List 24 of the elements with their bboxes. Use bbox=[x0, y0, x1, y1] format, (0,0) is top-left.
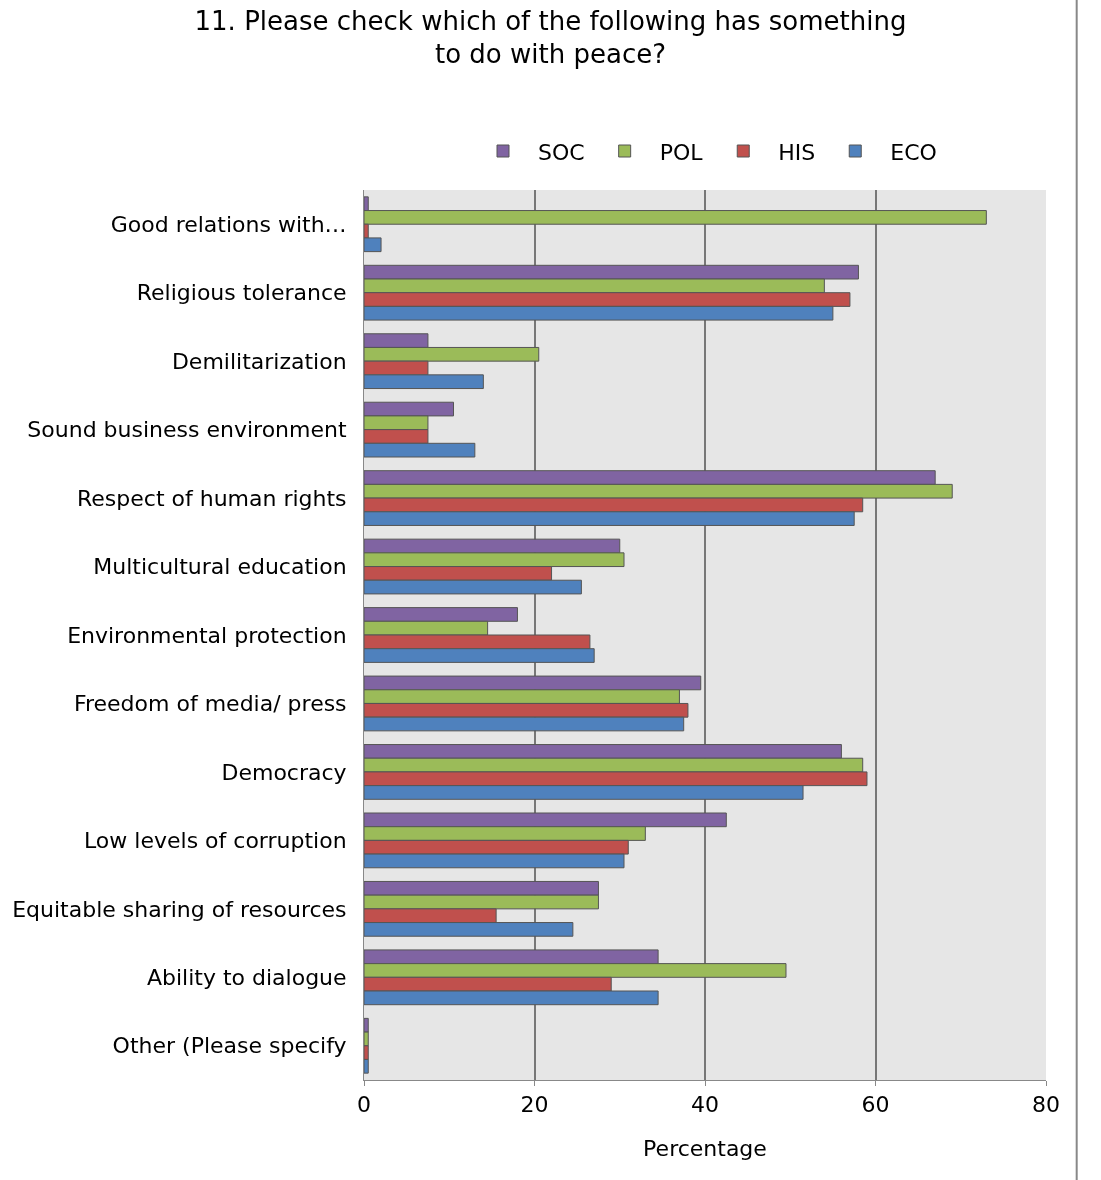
y-tick-label: Respect of human rights bbox=[76, 485, 347, 511]
y-tick-label: Sound business environment bbox=[27, 417, 347, 443]
y-tick-label: Ability to dialogue bbox=[146, 965, 347, 991]
y-tick-label: Demilitarization bbox=[171, 348, 347, 374]
y-tick-label: Environmental protection bbox=[67, 622, 347, 648]
x-axis-title: Percentage bbox=[643, 1136, 767, 1161]
y-tick-label: Democracy bbox=[221, 759, 347, 785]
x-tick-label: 40 bbox=[691, 1092, 719, 1118]
x-tick-label: 20 bbox=[520, 1092, 549, 1118]
x-tick-label: 60 bbox=[861, 1092, 890, 1118]
x-tick-label: 80 bbox=[1032, 1092, 1060, 1118]
legend-label: HIS bbox=[778, 139, 816, 165]
y-tick-label: Freedom of media/ press bbox=[73, 691, 347, 717]
y-tick-label: Equitable sharing of resources bbox=[12, 896, 347, 922]
x-tick-label: 0 bbox=[357, 1092, 371, 1118]
chart-title: 11. Please check which of the following has something to do with peace? bbox=[194, 5, 907, 70]
y-tick-label: Low levels of corruption bbox=[84, 828, 347, 854]
y-tick-label: Good relations with… bbox=[110, 211, 347, 237]
y-tick-label: Religious tolerance bbox=[136, 280, 347, 306]
legend-label: SOC bbox=[538, 139, 585, 165]
legend-label: POL bbox=[659, 139, 704, 165]
legend-label: ECO bbox=[890, 139, 937, 165]
y-tick-label: Other (Please specify bbox=[112, 1033, 347, 1059]
y-tick-label: Multicultural education bbox=[93, 554, 347, 580]
